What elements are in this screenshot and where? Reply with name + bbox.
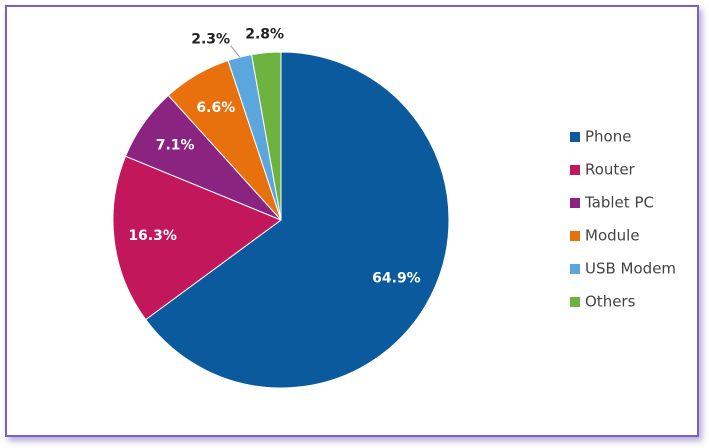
pie-slice [112,155,283,321]
data-label: 64.9% [372,270,421,286]
pie-slice [251,51,282,221]
data-label: 2.3% [191,32,230,48]
legend-swatch [570,231,580,241]
data-label: 6.6% [196,100,235,116]
data-label: 2.8% [245,27,284,43]
legend-label: Module [585,227,640,245]
legend-swatch [570,198,580,208]
leader-line [230,45,241,58]
legend-label: Phone [585,128,631,146]
pie-slice [145,51,450,389]
legend-swatch [570,264,580,274]
legend-swatch [570,165,580,175]
legend-swatch [570,132,580,142]
legend-swatch [570,297,580,307]
data-label: 16.3% [128,228,177,244]
data-label: 7.1% [156,138,195,154]
legend-label: Tablet PC [584,194,654,212]
legend-label: Others [585,293,636,311]
legend-label: USB Modem [585,260,676,278]
legend-label: Router [585,161,636,179]
